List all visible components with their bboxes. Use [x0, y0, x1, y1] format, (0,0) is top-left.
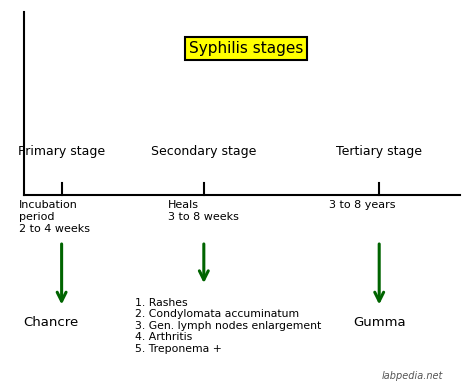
Text: Incubation
period
2 to 4 weeks: Incubation period 2 to 4 weeks — [19, 200, 90, 233]
Text: Primary stage: Primary stage — [18, 145, 105, 158]
Text: Syphilis stages: Syphilis stages — [189, 41, 304, 56]
Text: Gumma: Gumma — [353, 316, 406, 329]
Text: Chancre: Chancre — [24, 316, 79, 329]
Text: Heals
3 to 8 weeks: Heals 3 to 8 weeks — [168, 200, 239, 222]
Text: Tertiary stage: Tertiary stage — [336, 145, 422, 158]
Text: 1. Rashes
2. Condylomata accuminatum
3. Gen. lymph nodes enlargement
4. Arthriti: 1. Rashes 2. Condylomata accuminatum 3. … — [135, 298, 321, 354]
Text: Secondary stage: Secondary stage — [151, 145, 256, 158]
Text: 3 to 8 years: 3 to 8 years — [329, 200, 396, 210]
Text: labpedia.net: labpedia.net — [382, 371, 443, 381]
